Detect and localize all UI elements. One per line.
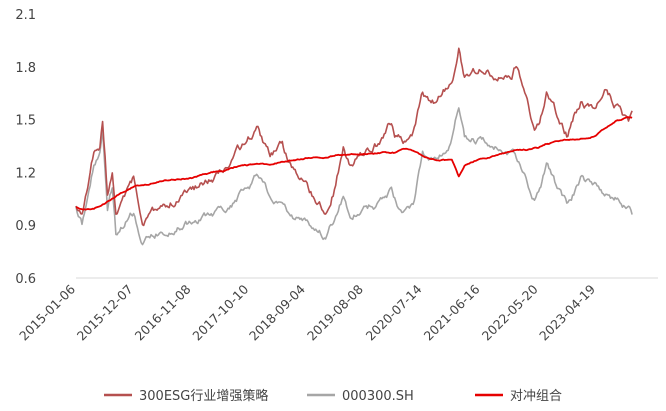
x-tick-label: 2020-07-14: [363, 281, 425, 343]
plot-area: [75, 47, 633, 246]
y-tick-label: 0.9: [15, 219, 36, 234]
x-tick-label: 2016-11-08: [132, 281, 194, 343]
legend-label: 300ESG行业增强策略: [139, 388, 268, 404]
x-tick-label: 2018-09-04: [246, 281, 308, 343]
y-tick-label: 0.6: [15, 272, 36, 287]
legend: 300ESG行业增强策略 000300.SH 对冲组合: [104, 388, 562, 404]
x-tick-label: 2017-10-10: [189, 281, 251, 343]
series-line-2: [76, 116, 633, 211]
x-tick-label: 2023-04-19: [536, 281, 598, 343]
x-tick-label: 2021-06-16: [421, 281, 483, 343]
x-tick-label: 2022-05-20: [479, 281, 541, 343]
series-line-0: [75, 47, 633, 227]
legend-label: 000300.SH: [342, 389, 414, 404]
y-tick-label: 1.5: [15, 114, 36, 129]
y-tick-label: 1.2: [15, 166, 36, 181]
y-axis: 0.6 0.9 1.2 1.5 1.8 2.1: [15, 8, 36, 287]
series-line-1: [75, 107, 633, 246]
y-tick-label: 1.8: [15, 61, 36, 76]
x-tick-label: 2015-01-06: [16, 281, 78, 343]
x-axis: 2015-01-062015-12-072016-11-082017-10-10…: [16, 277, 658, 344]
x-tick-label: 2015-12-07: [74, 282, 136, 344]
legend-label: 对冲组合: [510, 389, 562, 404]
x-tick-label: 2019-08-08: [304, 281, 366, 343]
y-tick-label: 2.1: [15, 8, 36, 23]
